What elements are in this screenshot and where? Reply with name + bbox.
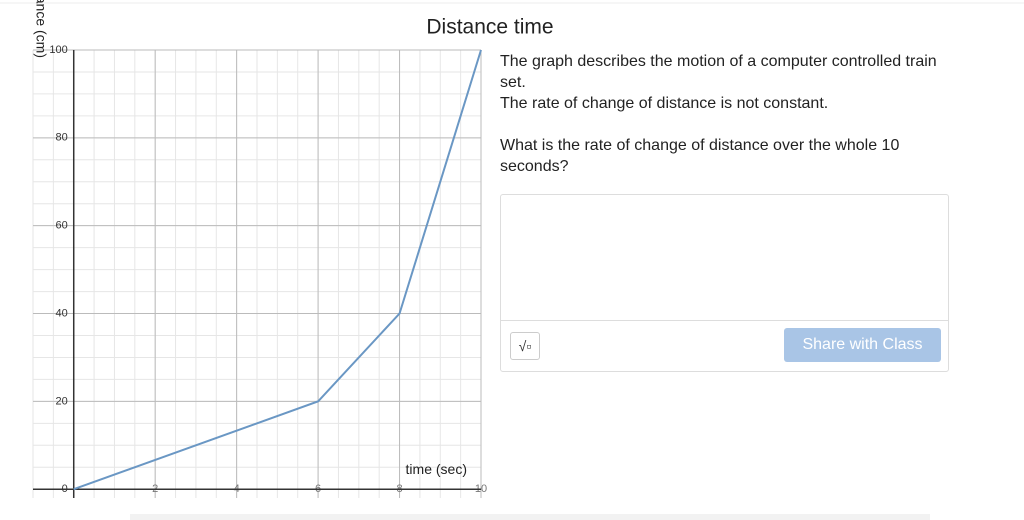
toolbar: √▫ Share with Class (501, 320, 948, 371)
bottom-bar (130, 514, 930, 520)
prompt-text: The rate of change of distance is not co… (500, 95, 829, 112)
data-line (73, 49, 482, 491)
y-axis-label: distance (cm) (33, 0, 49, 58)
question: The graph describes the motion of a comp… (500, 51, 950, 177)
share-button[interactable]: Share with Class (784, 328, 941, 362)
y-tick-label: 60 (55, 220, 67, 232)
y-tick-label: 40 (55, 307, 67, 319)
y-tick-label: 100 (49, 44, 67, 56)
prompt-text: The graph describes the motion of a comp… (500, 53, 937, 91)
chart-title: Distance time (426, 16, 553, 39)
x-axis-label: time (sec) (406, 461, 467, 477)
answer-box[interactable]: √▫ Share with Class (500, 194, 949, 372)
y-tick-label: 20 (55, 395, 67, 407)
y-tick-label: 80 (55, 132, 67, 144)
math-button[interactable]: √▫ (510, 332, 540, 360)
prompt-text: What is the rate of change of distance o… (500, 137, 900, 175)
